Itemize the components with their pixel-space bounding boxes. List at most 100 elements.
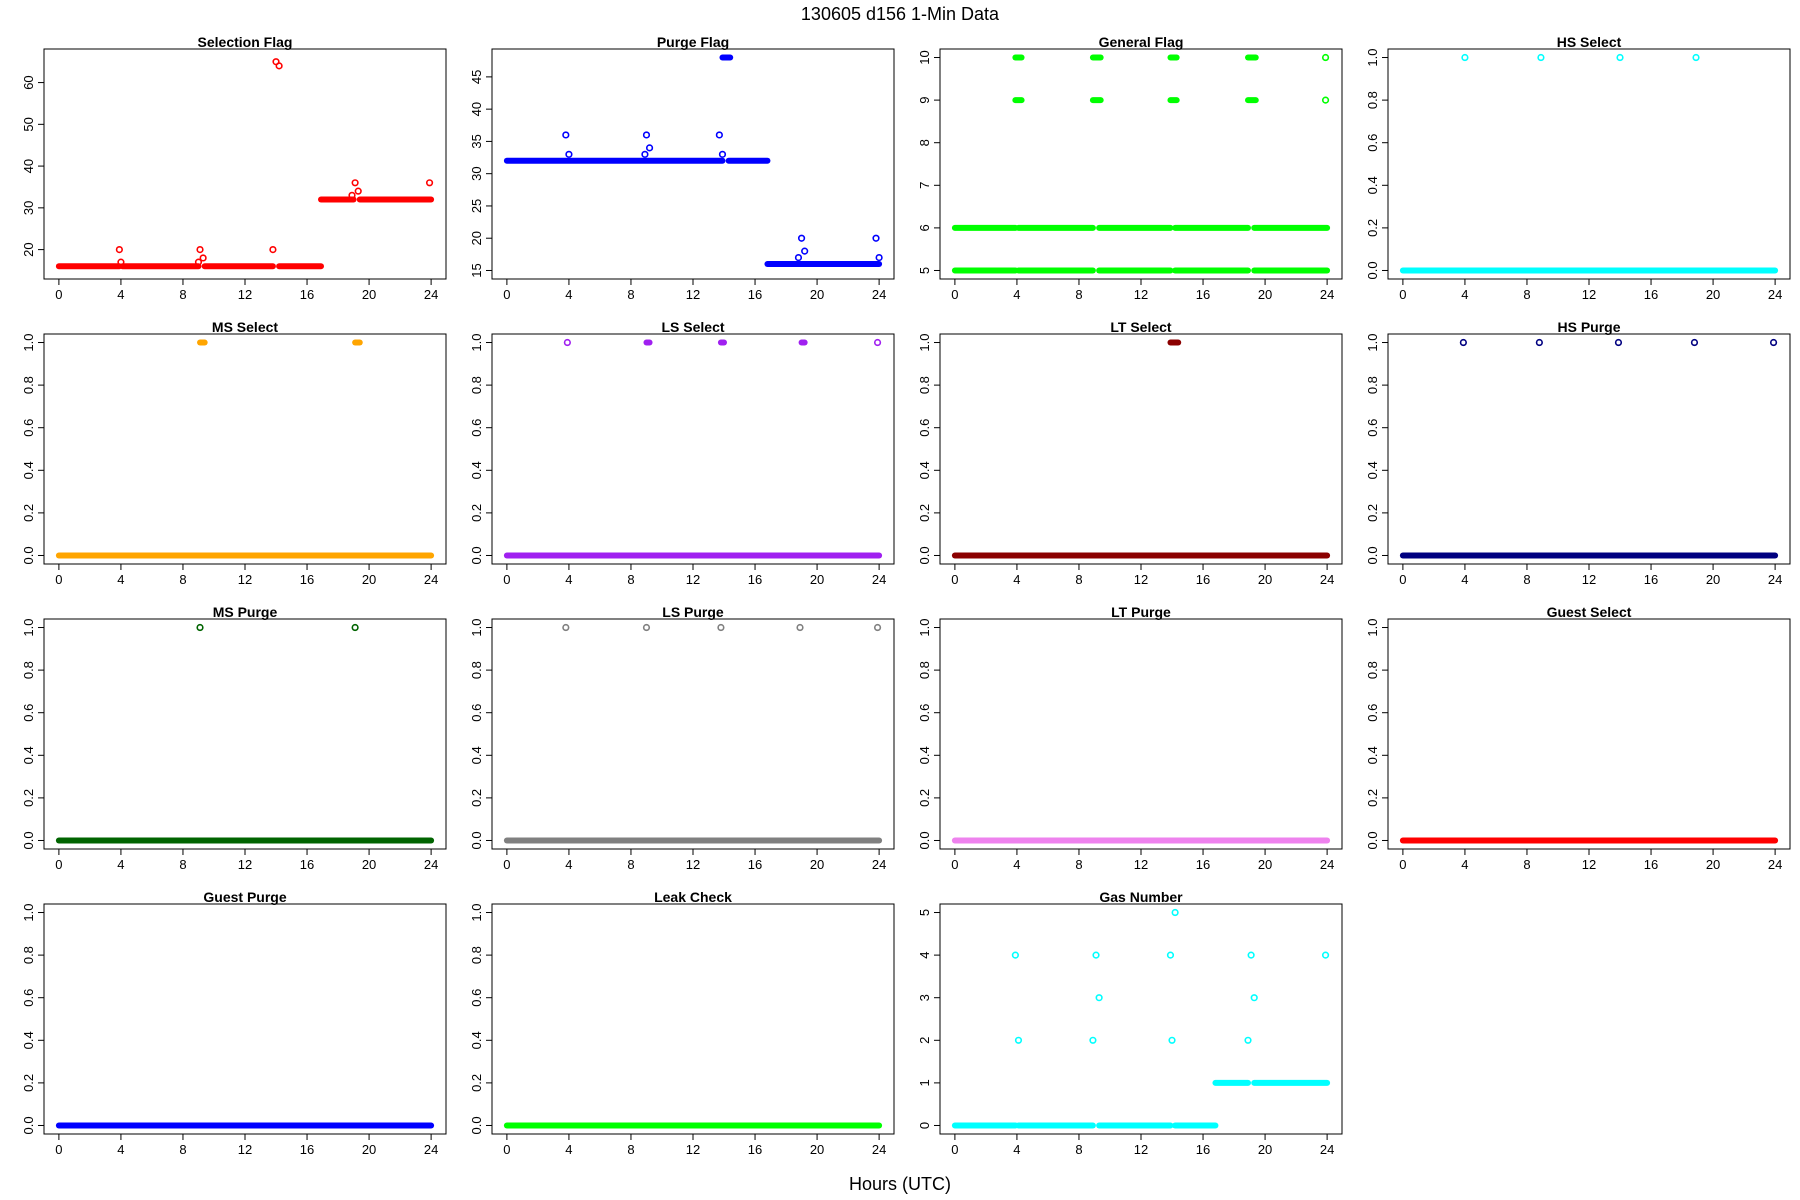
y-tick-label: 1.0 [21,333,36,351]
x-tick-label: 12 [1582,572,1596,587]
plot-frame [43,903,447,1135]
x-tick-label: 20 [810,1142,824,1157]
data-point [199,254,207,262]
x-tick-label: 8 [1523,857,1530,872]
data-point [1690,338,1699,347]
x-tick-label: 20 [1706,287,1720,302]
data-point [1171,908,1179,917]
y-tick-label: 0.0 [21,546,36,564]
panel-3: General Flag 0 4 8 12 16 20 24 5 6 7 8 9 10 [917,34,1343,302]
panel-title: Gas Number [1099,889,1183,905]
plot-frame [491,618,895,850]
panel-title: LS Purge [662,604,724,620]
data-point [717,623,725,632]
x-tick-label: 12 [1134,287,1148,302]
x-tick-label: 20 [362,857,376,872]
data-point [873,338,882,347]
x-tick-label: 12 [238,572,252,587]
figure-title: 130605 d156 1-Min Data [801,4,1000,24]
y-tick-label: 0.0 [21,1116,36,1134]
x-tick-label: 8 [179,572,186,587]
y-tick-label: 1.0 [469,903,484,921]
y-tick-label: 0.6 [469,419,484,437]
plot-frame [491,903,895,1135]
data-point [117,258,125,266]
plot-frame [491,48,895,280]
x-tick-label: 4 [1013,1142,1020,1157]
x-tick-label: 8 [627,1142,634,1157]
y-tick-label: 1 [917,1079,932,1086]
x-tick-label: 16 [1644,287,1658,302]
x-tick-label: 4 [117,287,124,302]
plot-frame [43,618,447,850]
x-tick-label: 24 [1320,287,1334,302]
data-point [1095,994,1103,1002]
y-tick-label: 0.8 [21,946,36,964]
x-tick-label: 12 [1582,857,1596,872]
x-tick-label: 24 [1320,857,1334,872]
y-tick-label: 0.8 [21,376,36,394]
data-point [797,234,806,242]
data-point [1461,53,1469,62]
y-tick-label: 1.0 [1365,48,1380,66]
panel-9: MS Purge 0 4 8 12 16 20 24 0.0 0.2 0.4 0.6 0.8 1.0 [21,604,447,872]
y-tick-label: 6 [917,224,932,231]
x-tick-label: 24 [1320,1142,1334,1157]
y-tick-label: 1.0 [21,618,36,636]
y-tick-label: 0.8 [1365,91,1380,109]
data-point [348,191,356,199]
x-tick-label: 12 [686,1142,700,1157]
x-tick-label: 4 [565,572,572,587]
data-point [1616,53,1624,62]
x-tick-label: 16 [300,857,314,872]
data-point [275,62,283,70]
panel-13: Guest Purge 0 4 8 12 16 20 24 0.0 0.2 0.4 0.6 0.8 1.0 [21,889,447,1157]
x-tick-label: 24 [424,857,438,872]
y-tick-label: 30 [469,166,484,180]
panel-6: LS Select 0 4 8 12 16 20 24 0.0 0.2 0.4 0.6 0.8 1.0 [469,319,895,587]
x-tick-label: 8 [1075,1142,1082,1157]
x-tick-label: 4 [1013,857,1020,872]
x-tick-label: 24 [1768,857,1782,872]
x-tick-label: 4 [565,287,572,302]
panel-title: Selection Flag [198,34,293,50]
data-point [641,150,649,158]
x-tick-label: 16 [300,287,314,302]
x-tick-label: 16 [1196,857,1210,872]
panel-title: Leak Check [654,889,732,905]
panel-7: LT Select 0 4 8 12 16 20 24 0.0 0.2 0.4 0.6 0.8 1.0 [917,319,1343,587]
x-tick-label: 16 [1644,857,1658,872]
data-point [196,623,204,632]
y-tick-label: 35 [469,134,484,148]
x-tick-label: 12 [1134,1142,1148,1157]
x-tick-label: 4 [1461,857,1468,872]
panel-14: Leak Check 0 4 8 12 16 20 24 0.0 0.2 0.4 0.6 0.8 1.0 [469,889,895,1157]
x-tick-label: 0 [503,287,510,302]
y-tick-label: 0.8 [1365,661,1380,679]
y-tick-label: 0.4 [469,1031,484,1049]
y-tick-label: 1.0 [1365,333,1380,351]
x-tick-label: 24 [1768,572,1782,587]
data-point [1459,338,1467,347]
y-tick-label: 30 [21,201,36,215]
data-point [1244,1036,1252,1044]
x-tick-label: 0 [503,572,510,587]
panel-title: Guest Purge [203,889,286,905]
data-point [1614,338,1623,347]
data-point [1321,96,1330,104]
y-tick-label: 0.4 [917,746,932,764]
panel-title: LS Select [661,319,724,335]
x-tick-label: 8 [1523,287,1530,302]
y-tick-label: 0.0 [917,831,932,849]
x-tick-label: 4 [565,857,572,872]
x-tick-label: 24 [872,287,886,302]
x-tick-label: 4 [1461,572,1468,587]
x-tick-label: 4 [1013,572,1020,587]
x-tick-label: 0 [55,1142,62,1157]
x-tick-label: 12 [1134,857,1148,872]
x-tick-label: 20 [1258,572,1272,587]
y-tick-label: 1.0 [469,618,484,636]
y-tick-label: 1.0 [21,903,36,921]
x-tick-label: 20 [1258,857,1272,872]
